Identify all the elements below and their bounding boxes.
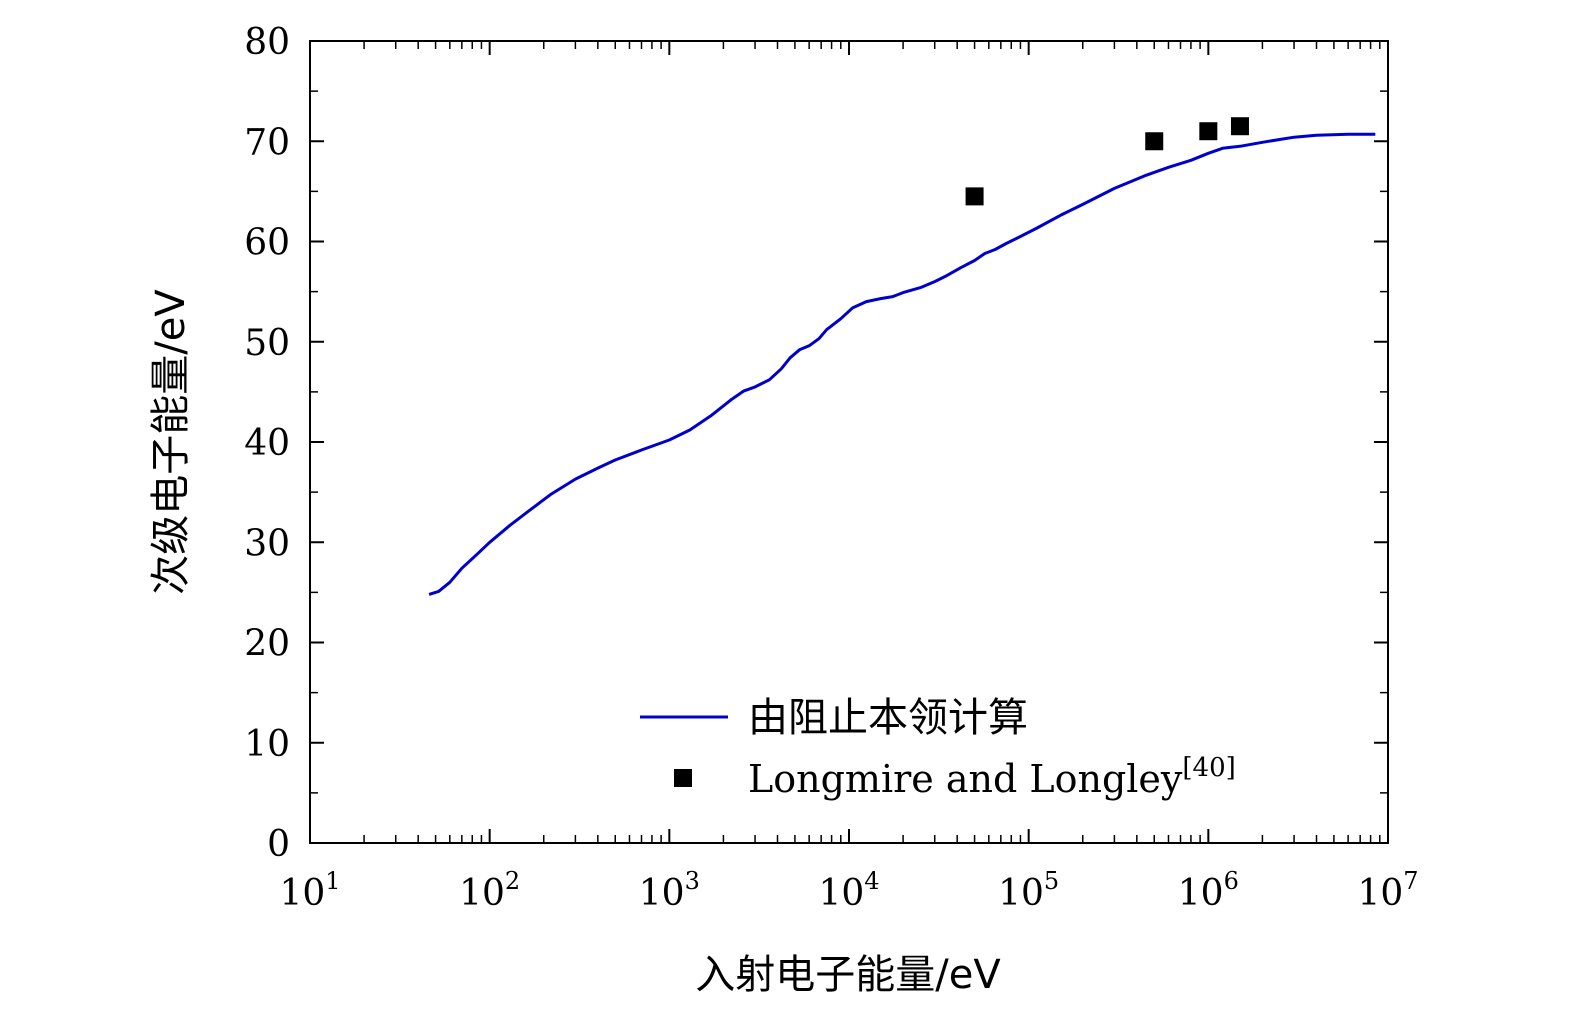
x-tick-base: 10 bbox=[818, 873, 864, 914]
x-tick-label: 102 bbox=[459, 867, 520, 914]
x-tick-base: 10 bbox=[1357, 873, 1403, 914]
y-tick-label: 20 bbox=[244, 624, 290, 665]
y-tick-label: 30 bbox=[244, 523, 290, 564]
x-tick-base: 10 bbox=[1178, 873, 1224, 914]
data-point-square bbox=[1199, 122, 1218, 141]
x-tick-exponent: 2 bbox=[505, 867, 520, 895]
data-point-square bbox=[1230, 117, 1249, 136]
legend-square-marker bbox=[674, 769, 692, 787]
x-tick-label: 107 bbox=[1357, 867, 1418, 914]
x-axis-title: 入射电子能量/eV bbox=[695, 952, 1001, 998]
x-tick-base: 10 bbox=[459, 873, 505, 914]
legend-label-scatter: Longmire and Longley[40] bbox=[748, 753, 1236, 801]
y-axis-title: 次级电子能量/eV bbox=[148, 289, 194, 595]
y-tick-label: 10 bbox=[244, 724, 290, 765]
x-tick-label: 106 bbox=[1178, 867, 1239, 914]
x-tick-base: 10 bbox=[639, 873, 685, 914]
x-tick-label: 103 bbox=[639, 867, 700, 914]
series-line-stopping-power bbox=[428, 132, 1376, 596]
legend-scatter-ref: [40] bbox=[1182, 753, 1235, 783]
x-tick-exponent: 5 bbox=[1044, 867, 1059, 895]
x-tick-exponent: 6 bbox=[1224, 867, 1239, 895]
x-tick-exponent: 7 bbox=[1403, 867, 1418, 895]
y-tick-label: 0 bbox=[267, 824, 290, 865]
x-tick-label: 104 bbox=[818, 867, 879, 914]
x-tick-exponent: 4 bbox=[864, 867, 879, 895]
y-tick-label: 40 bbox=[244, 423, 290, 464]
x-tick-exponent: 3 bbox=[685, 867, 700, 895]
y-tick-label: 60 bbox=[244, 223, 290, 264]
legend-scatter-name: Longmire and Longley bbox=[748, 757, 1183, 801]
x-tick-label: 101 bbox=[279, 867, 340, 914]
x-tick-base: 10 bbox=[279, 873, 325, 914]
y-tick-label: 70 bbox=[244, 122, 290, 163]
legend: 由阻止本领计算 Longmire and Longley[40] bbox=[640, 695, 1236, 801]
series-layer bbox=[428, 117, 1376, 596]
y-tick-label: 80 bbox=[244, 22, 290, 63]
legend-label-line: 由阻止本领计算 bbox=[748, 695, 1028, 741]
data-point-square bbox=[1145, 132, 1164, 151]
x-tick-label: 105 bbox=[998, 867, 1059, 914]
axis-ticks bbox=[310, 41, 1388, 843]
data-point-square bbox=[965, 187, 984, 206]
x-tick-base: 10 bbox=[998, 873, 1044, 914]
y-tick-label: 50 bbox=[244, 323, 290, 364]
x-tick-exponent: 1 bbox=[325, 867, 340, 895]
